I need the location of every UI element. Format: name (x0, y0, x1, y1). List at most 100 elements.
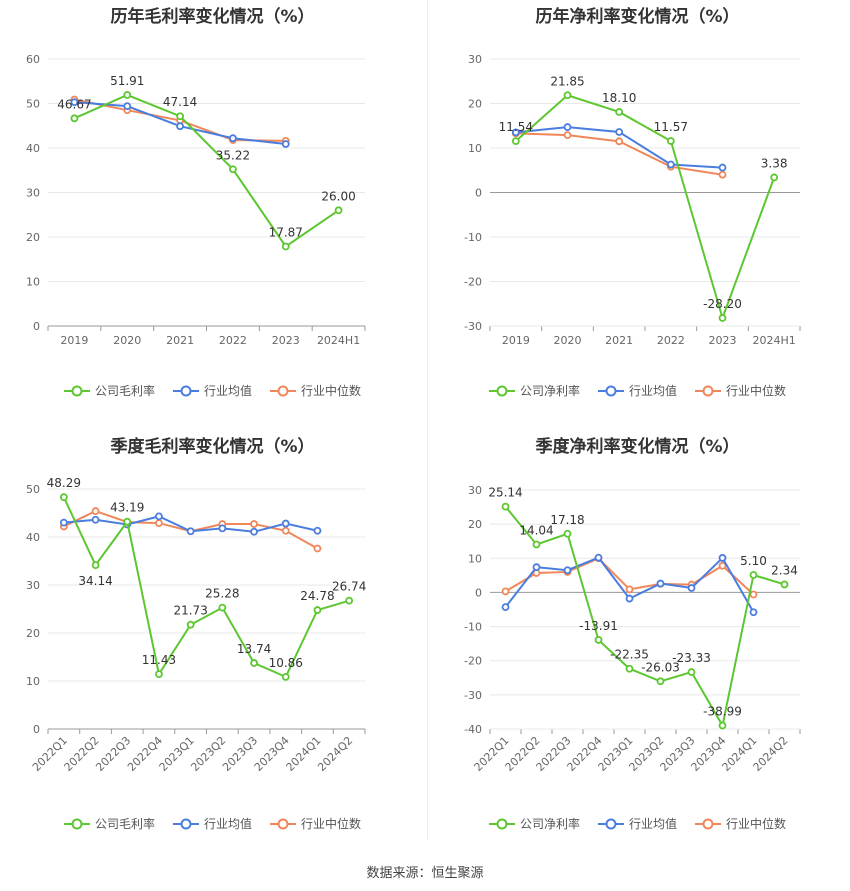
data-label: 34.14 (78, 574, 112, 588)
data-point-ind-avg (511, 128, 520, 137)
data-point-ind-avg (563, 566, 572, 575)
data-point-company (91, 561, 100, 570)
legend-ind-avg[interactable]: 行业均值 (597, 382, 677, 399)
y-tick-label: 0 (33, 320, 40, 333)
legend-company-label: 公司毛利率 (94, 817, 155, 831)
x-tick-label: 2023 (709, 334, 737, 347)
legend-ind-median-label: 行业中位数 (726, 817, 787, 831)
data-label: 13.74 (237, 642, 271, 656)
legend-company[interactable]: 公司净利率 (488, 382, 580, 399)
data-label: 21.73 (173, 604, 207, 618)
data-label: 5.10 (740, 554, 767, 568)
chart-quarterly-net: -40-30-20-1001020302022Q12022Q22022Q3202… (464, 484, 801, 774)
y-tick-label: -20 (464, 655, 482, 668)
data-point-company (718, 314, 727, 322)
data-point-ind-avg (625, 594, 634, 603)
y-tick-label: 10 (26, 675, 40, 688)
series-line-company (62, 496, 350, 679)
data-label: 24.78 (300, 589, 334, 603)
data-point-ind-avg (281, 519, 290, 528)
data-point-ind-avg (666, 160, 675, 169)
chart-panel-annual-net: 历年净利率变化情况（%） -30 -20 -10 0 10 20 30 2019 2020 202… (425, 0, 850, 430)
data-label: -26.03 (641, 660, 680, 674)
data-label: 21.85 (550, 74, 584, 88)
y-tick-label: -30 (464, 689, 482, 702)
data-point-ind-avg (718, 554, 727, 562)
data-label: -23.33 (672, 651, 711, 665)
y-tick-label: 20 (468, 98, 482, 111)
data-point-company (123, 91, 132, 99)
data-point-ind-avg (59, 518, 68, 527)
legend-ind-avg[interactable]: 行业均值 (172, 382, 252, 399)
data-point-ind-avg (186, 527, 195, 536)
data-point-ind-median (749, 590, 758, 599)
legend-ind-median-label: 行业中位数 (301, 384, 362, 398)
data-point-ind-avg (594, 553, 603, 562)
y-tick-label: 20 (468, 518, 482, 531)
data-point-ind-avg (687, 584, 696, 592)
data-point-company (749, 571, 758, 579)
chart-panel-annual-gross: 历年毛利率变化情况（%） 0 10 20 30 40 50 60 2019 2020 2021 20… (0, 0, 425, 430)
data-point-ind-median (563, 131, 572, 139)
legend-ind-median[interactable]: 行业中位数 (695, 382, 786, 399)
legend-ind-median-icon (270, 385, 296, 396)
x-tick-label: 2020 (554, 334, 582, 347)
x-tick-label: 2024H1 (753, 334, 796, 347)
y-tick-label: -20 (464, 276, 482, 289)
data-point-company (615, 108, 624, 116)
data-point-ind-avg (501, 603, 510, 612)
data-label: -28.20 (703, 297, 742, 311)
data-point-company (313, 606, 322, 614)
data-point-ind-avg (615, 128, 624, 136)
legend-ind-median[interactable]: 行业中位数 (695, 815, 786, 832)
data-label: 18.10 (602, 91, 636, 105)
y-tick-label: 10 (26, 276, 40, 289)
legend-ind-median[interactable]: 行业中位数 (270, 815, 361, 832)
data-point-company (563, 529, 572, 538)
legend-ind-avg[interactable]: 行业均值 (172, 815, 252, 832)
legend-company[interactable]: 公司毛利率 (63, 382, 155, 399)
data-point-company (155, 670, 163, 679)
data-point-company (186, 620, 195, 629)
data-point-ind-median (615, 137, 624, 146)
data-point-company (176, 112, 184, 121)
y-tick-label: 0 (33, 723, 40, 736)
chart-legend: 公司净利率 行业均值 行业中位数 (425, 382, 850, 399)
legend-company-label: 公司净利率 (519, 384, 580, 398)
legend-company[interactable]: 公司毛利率 (63, 815, 155, 832)
chart-annual-gross: 0 10 20 30 40 50 60 2019 2020 2021 2022 2023 2024H1 4… (26, 53, 366, 347)
data-point-company (666, 137, 675, 145)
data-point-ind-avg (218, 524, 227, 533)
y-tick-label: 30 (26, 187, 40, 200)
chart-legend: 公司毛利率 行业均值 行业中位数 (0, 815, 425, 832)
data-point-company (281, 242, 290, 251)
y-tick-label: 10 (468, 142, 482, 155)
legend-company-icon (63, 818, 90, 829)
data-label: 25.14 (488, 486, 522, 500)
y-tick-label: 20 (26, 231, 40, 244)
data-point-ind-median (155, 519, 163, 527)
data-point-company (59, 493, 68, 502)
legend-ind-avg-icon (597, 385, 624, 396)
data-label: 10.86 (269, 656, 303, 670)
chart-quarterly-gross: 010203040502022Q12022Q22022Q32022Q42023Q… (26, 476, 366, 774)
data-point-ind-median (250, 520, 258, 528)
data-label: 17.18 (550, 513, 584, 527)
data-point-ind-avg (313, 526, 322, 535)
data-label: 43.19 (110, 501, 144, 515)
y-tick-label: 30 (468, 484, 482, 497)
x-tick-label: 2024Q2 (315, 734, 355, 774)
data-label: 35.22 (216, 148, 250, 162)
y-tick-label: 40 (26, 531, 40, 544)
y-tick-label: 20 (26, 627, 40, 640)
y-tick-label: 50 (26, 483, 40, 496)
x-tick-label: 2023 (272, 334, 300, 347)
legend-ind-median[interactable]: 行业中位数 (270, 382, 361, 399)
data-point-company (511, 137, 520, 146)
data-point-company (70, 114, 79, 123)
legend-ind-avg[interactable]: 行业均值 (597, 815, 677, 832)
data-point-company (334, 206, 343, 215)
legend-company-icon (488, 818, 515, 829)
legend-company-icon (488, 385, 515, 396)
legend-company[interactable]: 公司净利率 (488, 815, 580, 832)
